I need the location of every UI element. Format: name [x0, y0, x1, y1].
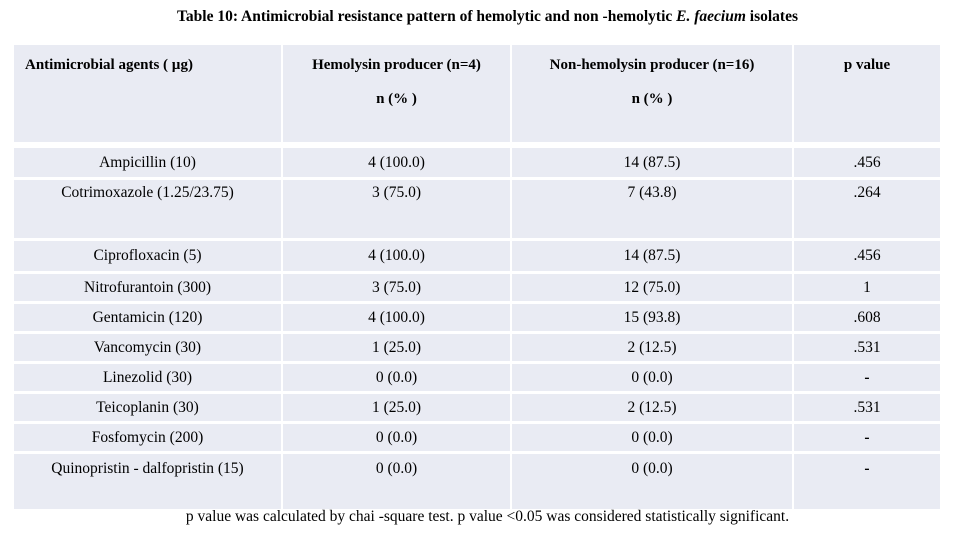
hemolysin-value-cell: 0 (0.0) [283, 454, 512, 512]
species-name: E. faecium [676, 8, 746, 25]
header-p-value: p value [794, 45, 940, 148]
table-row: Fosfomycin (200) 0 (0.0) 0 (0.0) - [14, 424, 940, 454]
hemolysin-value-cell: 4 (100.0) [283, 241, 512, 274]
p-value-cell: .456 [794, 148, 940, 180]
non-hemolysin-value-cell: 0 (0.0) [512, 454, 794, 512]
non-hemolysin-value-cell: 15 (93.8) [512, 304, 794, 334]
hemolysin-value-cell: 1 (25.0) [283, 334, 512, 364]
table-row: Teicoplanin (30) 1 (25.0) 2 (12.5) .531 [14, 394, 940, 424]
table-title-prefix: Table 10: Antimicrobial resistance patte… [177, 8, 677, 25]
hemolysin-value-cell: 4 (100.0) [283, 148, 512, 180]
non-hemolysin-value-cell: 14 (87.5) [512, 148, 794, 180]
non-hemolysin-value-cell: 2 (12.5) [512, 394, 794, 424]
agent-cell: Teicoplanin (30) [14, 394, 283, 424]
table-row: Nitrofurantoin (300) 3 (75.0) 12 (75.0) … [14, 274, 940, 304]
hemolysin-value-cell: 0 (0.0) [283, 424, 512, 454]
table-row: Gentamicin (120) 4 (100.0) 15 (93.8) .60… [14, 304, 940, 334]
header-non-hemolysin-n-pct: n (% ) [631, 91, 673, 107]
table-row: Linezolid (30) 0 (0.0) 0 (0.0) - [14, 364, 940, 394]
table-title: Table 10: Antimicrobial resistance patte… [0, 8, 975, 26]
p-value-cell: .531 [794, 334, 940, 364]
non-hemolysin-value-cell: 0 (0.0) [512, 424, 794, 454]
non-hemolysin-value-cell: 7 (43.8) [512, 180, 794, 241]
hemolysin-value-cell: 1 (25.0) [283, 394, 512, 424]
hemolysin-value-cell: 4 (100.0) [283, 304, 512, 334]
table-row: Cotrimoxazole (1.25/23.75) 3 (75.0) 7 (4… [14, 180, 940, 241]
p-value-cell: .608 [794, 304, 940, 334]
agent-cell: Linezolid (30) [14, 364, 283, 394]
resistance-table: Antimicrobial agents ( µg) Hemolysin pro… [14, 45, 940, 512]
p-value-cell: - [794, 454, 940, 512]
header-hemolysin-producer: Hemolysin producer (n=4) n (% ) [283, 45, 512, 148]
non-hemolysin-value-cell: 14 (87.5) [512, 241, 794, 274]
hemolysin-value-cell: 3 (75.0) [283, 274, 512, 304]
non-hemolysin-value-cell: 0 (0.0) [512, 364, 794, 394]
p-value-cell: - [794, 364, 940, 394]
header-non-hemolysin-producer-label: Non-hemolysin producer (n=16) [549, 57, 755, 73]
p-value-cell: .531 [794, 394, 940, 424]
p-value-cell: .264 [794, 180, 940, 241]
header-p-value-label: p value [843, 57, 891, 73]
agent-cell: Ciprofloxacin (5) [14, 241, 283, 274]
table-row: Ampicillin (10) 4 (100.0) 14 (87.5) .456 [14, 148, 940, 180]
agent-cell: Gentamicin (120) [14, 304, 283, 334]
agent-cell: Quinopristin - dalfopristin (15) [14, 454, 283, 512]
header-antimicrobial-agents-label: Antimicrobial agents ( µg) [25, 57, 193, 73]
table-title-suffix: isolates [745, 8, 798, 25]
agent-cell: Nitrofurantoin (300) [14, 274, 283, 304]
agent-cell: Fosfomycin (200) [14, 424, 283, 454]
table-row: Vancomycin (30) 1 (25.0) 2 (12.5) .531 [14, 334, 940, 364]
header-non-hemolysin-producer: Non-hemolysin producer (n=16) n (% ) [512, 45, 794, 148]
table-row: Quinopristin - dalfopristin (15) 0 (0.0)… [14, 454, 940, 512]
header-row: Antimicrobial agents ( µg) Hemolysin pro… [14, 45, 940, 148]
header-hemolysin-n-pct: n (% ) [376, 91, 417, 107]
non-hemolysin-value-cell: 2 (12.5) [512, 334, 794, 364]
agent-cell: Vancomycin (30) [14, 334, 283, 364]
header-hemolysin-producer-label: Hemolysin producer (n=4) [312, 57, 481, 73]
p-value-cell: .456 [794, 241, 940, 274]
hemolysin-value-cell: 3 (75.0) [283, 180, 512, 241]
p-value-cell: 1 [794, 274, 940, 304]
non-hemolysin-value-cell: 12 (75.0) [512, 274, 794, 304]
hemolysin-value-cell: 0 (0.0) [283, 364, 512, 394]
table-footnote: p value was calculated by chai -square t… [185, 508, 790, 525]
table-row: Ciprofloxacin (5) 4 (100.0) 14 (87.5) .4… [14, 241, 940, 274]
header-antimicrobial-agents: Antimicrobial agents ( µg) [14, 45, 283, 148]
p-value-cell: - [794, 424, 940, 454]
agent-cell: Cotrimoxazole (1.25/23.75) [14, 180, 283, 241]
agent-cell: Ampicillin (10) [14, 148, 283, 180]
